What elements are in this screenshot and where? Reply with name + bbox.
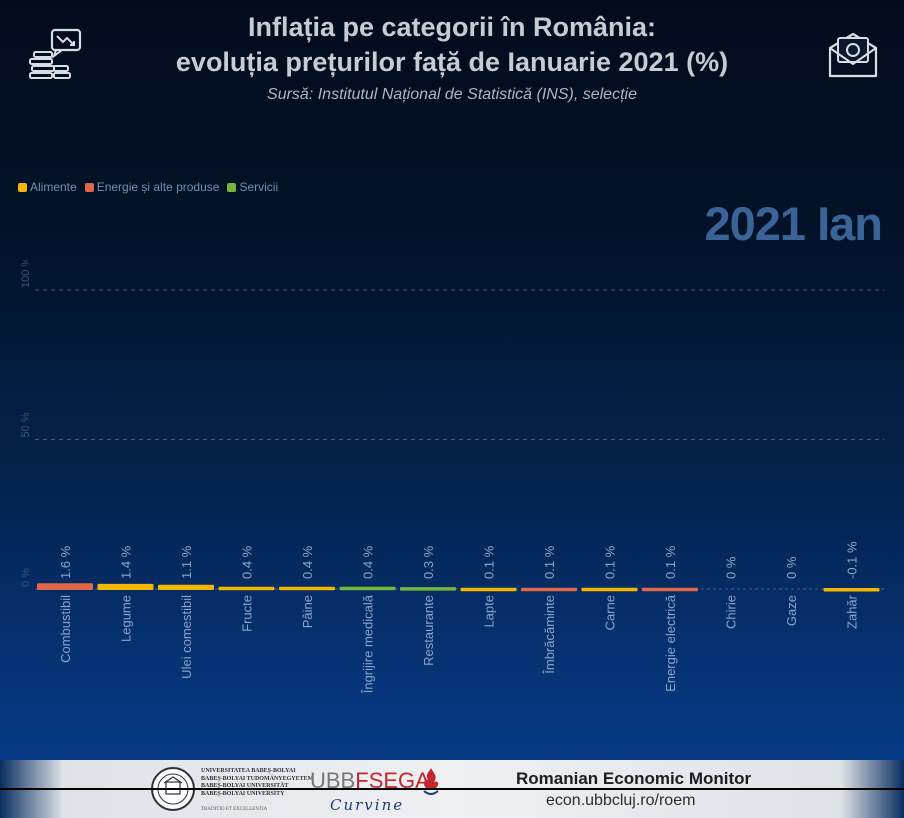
university-name: UNIVERSITATEA BABEȘ-BOLYAI BABEȘ-BOLYAI …	[201, 768, 313, 798]
category-label: Chirie	[724, 595, 739, 629]
y-tick-label: 0 %	[20, 568, 32, 587]
data-label: 0.1 %	[482, 545, 497, 579]
legend-item-alimente: Alimente	[18, 180, 77, 194]
category-label: Combustibil	[58, 595, 73, 663]
data-label: 1.4 %	[119, 545, 134, 579]
legend-label: Servicii	[239, 180, 279, 194]
chart-down-coins-icon	[29, 28, 82, 79]
bar	[97, 583, 154, 590]
bar-chart: 0 % 50 % 100 % 1.6 % Combustibil 1.4 % Legume 1…	[20, 260, 884, 694]
category-label: Gaze	[784, 595, 799, 626]
title-line-1: Inflația pe categorii în România:	[247, 12, 657, 42]
university-motto: TRADITIO ET EXCELLENTIA	[201, 807, 268, 812]
category-label: Lapte	[482, 595, 497, 628]
legend-swatch	[18, 182, 27, 192]
university-line: BABEȘ-BOLYAI UNIVERSITY	[201, 790, 285, 797]
university-line: UNIVERSITATEA BABEȘ-BOLYAI	[201, 768, 296, 774]
data-label: 0.1 %	[603, 545, 618, 579]
bar	[460, 587, 517, 592]
data-label: 0.4 %	[240, 545, 255, 579]
source-caption: Sursă: Institutul Național de Statistică…	[267, 86, 637, 103]
monitor-url[interactable]: econ.ubbcluj.ro/roem	[546, 792, 696, 809]
data-label: 0 %	[784, 556, 799, 579]
category-label: Îngrijire medicală	[361, 594, 376, 694]
category-label: Legume	[119, 595, 134, 642]
category-label: Energie electrică	[663, 594, 678, 692]
y-tick-label: 100 %	[20, 260, 32, 288]
fsega-signature: Curvine	[330, 796, 405, 814]
category-label: Pâine	[300, 595, 315, 628]
bar	[823, 588, 880, 592]
data-label: 0.1 %	[663, 545, 678, 579]
legend-swatch	[227, 182, 237, 192]
fsega-flame-icon	[423, 768, 439, 795]
data-label: 0.4 %	[300, 545, 315, 579]
monitor-title: Romanian Economic Monitor	[516, 769, 752, 788]
data-label: 0.4 %	[361, 545, 376, 579]
data-label: 1.1 %	[179, 545, 194, 579]
category-label: Fructe	[240, 595, 255, 632]
legend-label: Energie și alte produse	[96, 180, 220, 194]
bar	[218, 586, 275, 591]
bar	[400, 587, 456, 591]
bar	[339, 586, 396, 591]
bar	[279, 586, 335, 591]
title-line-2: evoluția prețurilor față de Ianuarie 202…	[175, 47, 729, 77]
chart-legend: Alimente Energie și alte produse Servici…	[18, 180, 278, 194]
data-label: 0.1 %	[542, 545, 557, 579]
bar	[642, 587, 698, 592]
fsega-logo: UBBFSEGA	[310, 768, 430, 794]
y-tick-label: 50 %	[20, 412, 32, 437]
legend-item-servicii: Servicii	[227, 180, 278, 194]
category-label: Ulei comestibil	[179, 595, 194, 679]
university-line: BABEȘ-BOLYAI UNIVERSITÄT	[201, 783, 289, 789]
chart-title: Inflația pe categorii în România: evoluț…	[0, 10, 904, 80]
data-label: 1.6 %	[58, 545, 73, 579]
data-label: 0 %	[724, 556, 739, 579]
category-label: Restaurante	[421, 595, 436, 666]
bar	[158, 584, 214, 590]
bar	[37, 583, 93, 590]
category-label: Zahăr	[845, 594, 860, 629]
category-label: Îmbrăcăminte	[542, 595, 557, 675]
category-label: Carne	[603, 595, 618, 630]
legend-item-energie: Energie și alte produse	[84, 180, 220, 194]
data-label: -0.1 %	[845, 541, 860, 579]
period-label: 2021 Ian	[704, 197, 883, 250]
bar	[581, 587, 638, 592]
bar	[521, 587, 577, 592]
legend-label: Alimente	[30, 180, 77, 194]
envelope-money-icon	[828, 32, 878, 78]
footer-divider	[0, 788, 904, 790]
legend-swatch	[84, 182, 94, 192]
data-label: 0.3 %	[421, 545, 436, 579]
university-line: BABEȘ-BOLYAI TUDOMÁNYEGYETEM	[201, 775, 314, 782]
